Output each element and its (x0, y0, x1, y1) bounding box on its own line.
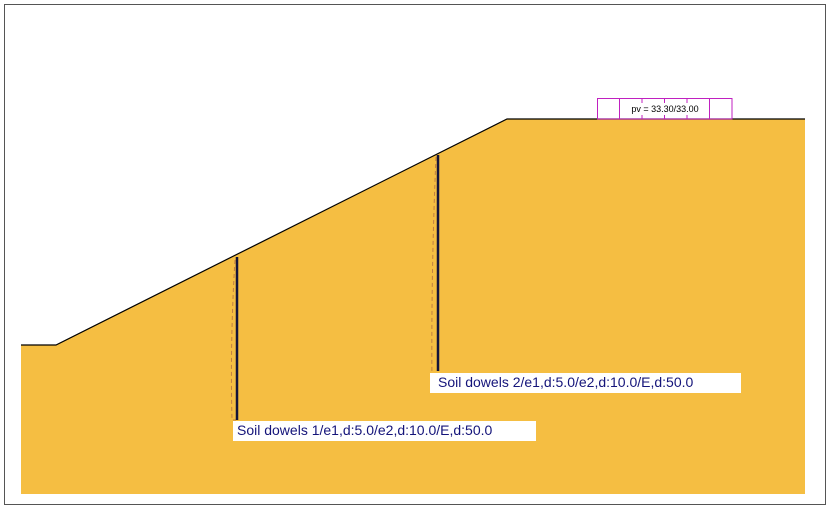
dowel-2: Soil dowels 2/e1,d:5.0/e2,d:10.0/E,d:50.… (430, 155, 741, 393)
dowel-deformation (230, 259, 236, 421)
load-label-bg (621, 103, 709, 115)
soil-body (21, 119, 805, 494)
surface-load: pv = 33.30/33.00 (597, 98, 733, 120)
dowel-deformation (431, 156, 437, 389)
dowel-label-bg (233, 421, 536, 441)
dowel-1: Soil dowels 1/e1,d:5.0/e2,d:10.0/E,d:50.… (230, 257, 536, 441)
dowel-label-bg (430, 373, 741, 393)
dowel-label: Soil dowels 1/e1,d:5.0/e2,d:10.0/E,d:50.… (237, 422, 493, 438)
load-label: pv = 33.30/33.00 (631, 104, 698, 114)
dowel-label: Soil dowels 2/e1,d:5.0/e2,d:10.0/E,d:50.… (438, 374, 694, 390)
